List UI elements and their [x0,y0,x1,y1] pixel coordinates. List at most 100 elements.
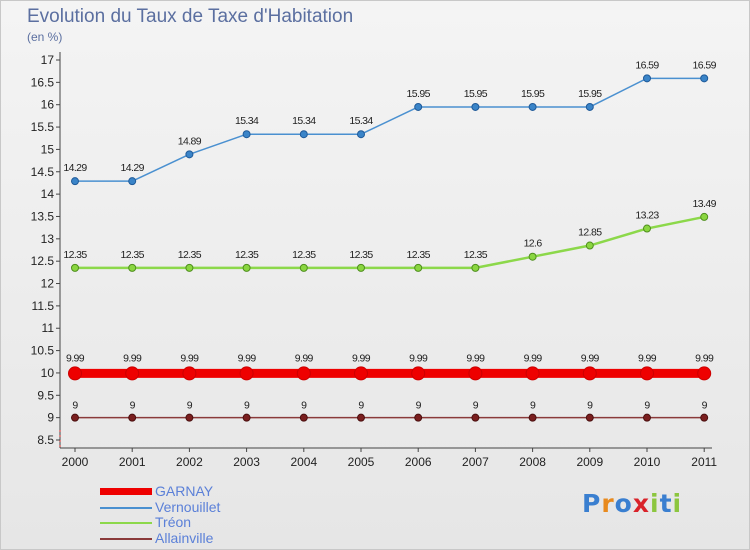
data-label: 9 [358,400,364,412]
data-label: 9.99 [295,352,314,364]
data-label: 9 [130,400,136,412]
proxiti-logo: Proxiti [582,489,682,518]
legend-item-garnay: GARNAY [100,484,300,500]
y-tick-label: 11.5 [32,299,55,313]
logo-letter: r [601,489,615,518]
x-tick-label: 2003 [233,455,260,469]
data-label: 9 [644,400,650,412]
data-point [128,177,137,186]
data-label: 9 [72,400,78,412]
data-label: 15.34 [235,115,259,127]
logo-letter: t [659,489,673,518]
y-tick-label: 13.5 [31,209,55,223]
legend: GARNAY Vernouillet Tréon Allainville [100,484,300,546]
logo-letter: o [614,489,633,518]
data-label: 9 [530,400,536,412]
logo-letter: P [582,489,602,518]
data-point [414,263,423,272]
data-point [354,366,368,381]
data-label: 12.35 [63,249,87,261]
data-label: 9 [244,400,250,412]
data-point [640,366,654,381]
data-label: 16.59 [635,59,659,71]
y-tick-label: 14.5 [31,165,55,179]
data-label: 12.35 [235,249,259,261]
data-point [528,102,537,111]
x-tick-label: 2004 [290,455,317,469]
data-point [528,413,537,422]
data-point [125,366,140,381]
data-label: 12.85 [578,227,602,239]
data-point [697,366,712,381]
data-label: 9 [187,400,193,412]
y-tick-label: 11 [42,321,55,335]
data-label: 9.99 [180,352,199,364]
chart-title: Evolution du Taux de Taxe d'Habitation [27,6,354,27]
data-label: 9.99 [695,352,714,364]
x-tick-label: 2007 [462,455,489,469]
data-label: 15.95 [521,88,545,100]
logo-letter: i [672,489,683,518]
y-tick-label: 8.5 [37,433,54,447]
data-label: 14.29 [121,162,145,174]
legend-item-allainville: Allainville [100,529,300,547]
y-tick-label: 13 [41,232,55,246]
series-line-vernouillet [74,77,705,182]
data-point [185,413,194,422]
data-label: 13.49 [693,198,717,210]
data-point [299,263,308,272]
data-label: 12.35 [349,249,373,261]
data-point [71,413,79,422]
data-point [357,413,365,422]
data-point [242,413,251,422]
data-label: 12.35 [292,249,316,261]
data-label: 9.99 [238,352,257,364]
y-tick-label: 9.5 [37,388,54,402]
y-tick-label: 17 [41,53,55,67]
data-point [296,366,311,381]
data-point [414,413,423,422]
data-point [585,241,594,250]
series-line-tréon [73,215,706,270]
data-label: 12.35 [121,249,145,261]
x-tick-label: 2008 [519,455,546,469]
x-tick-label: 2000 [62,455,89,469]
y-tick-label: 15.5 [31,120,55,134]
x-tick-label: 2010 [634,455,661,469]
data-point [643,224,651,233]
data-point [299,130,308,139]
data-label: 9 [301,400,307,412]
data-point [471,413,480,422]
data-label: 9 [473,400,479,412]
data-point [528,252,537,261]
y-tick-label: 10 [41,366,55,380]
data-point [185,263,194,272]
y-tick-label: 15 [41,142,55,156]
data-label: 15.95 [578,88,602,100]
legend-item-vernouillet: Vernouillet [100,499,300,516]
legend-label-allainville: Allainville [155,529,214,546]
data-label: 9.99 [466,352,485,364]
data-label: 9.99 [66,352,85,364]
data-label: 9.99 [409,352,428,364]
data-point [242,130,251,139]
logo-letter: x [632,489,650,518]
data-label: 15.34 [292,115,316,127]
data-label: 14.29 [63,162,87,174]
data-point [71,177,79,186]
x-tick-label: 2009 [576,455,603,469]
data-point [700,74,709,83]
data-label: 9 [702,400,708,412]
data-label: 12.6 [524,238,543,250]
data-point [299,413,308,422]
data-point [182,366,197,381]
data-label: 9 [416,400,422,412]
y-tick-label: 16.5 [31,75,55,89]
data-point [357,263,365,272]
data-label: 9.99 [581,352,600,364]
data-label: 9.99 [352,352,371,364]
data-point [128,263,137,272]
data-point [414,102,423,111]
y-tick-label: 16 [41,98,55,112]
data-label: 9.99 [123,352,142,364]
